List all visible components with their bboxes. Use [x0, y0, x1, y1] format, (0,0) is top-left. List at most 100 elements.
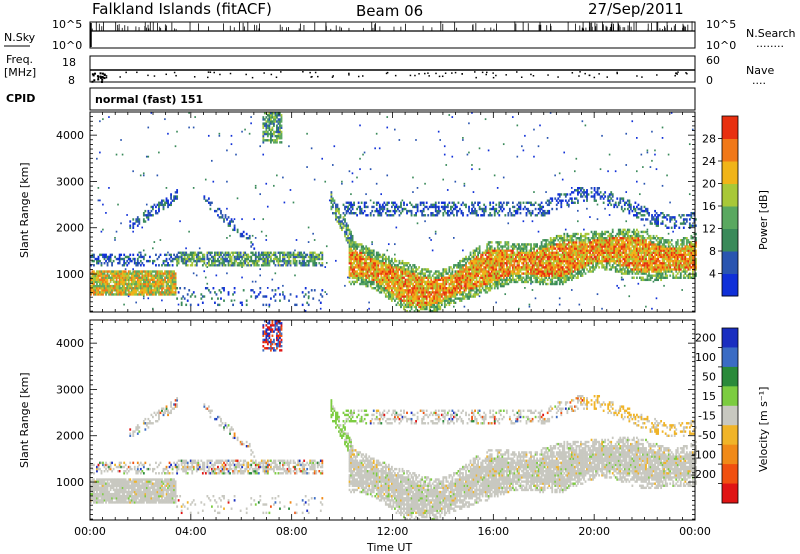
power-cell — [502, 266, 505, 269]
power-cell — [168, 284, 171, 288]
power-cell — [94, 287, 97, 290]
power-cell — [377, 268, 380, 271]
power-cell — [298, 259, 301, 263]
power-cell — [498, 278, 501, 282]
power-cell — [127, 280, 130, 284]
power-cell — [499, 201, 502, 204]
power-cell — [307, 264, 310, 267]
power-cell — [525, 245, 528, 248]
power-cell — [498, 257, 501, 261]
power-cell — [375, 262, 378, 265]
power-cell — [477, 266, 480, 269]
nave-point — [153, 75, 156, 77]
power-cell — [295, 262, 298, 265]
power-cell — [118, 278, 121, 282]
power-cell — [145, 284, 148, 288]
power-cell — [540, 268, 543, 271]
power-cell — [471, 295, 473, 298]
power-cell — [511, 266, 514, 269]
power-cell — [436, 301, 439, 304]
power-cell — [282, 257, 284, 261]
power-cell — [242, 251, 245, 254]
power-cell — [443, 293, 446, 296]
power-cell — [542, 278, 545, 282]
power-cell — [127, 289, 130, 292]
power-cell — [158, 276, 160, 279]
power-cell — [530, 203, 532, 207]
power-cell — [492, 201, 495, 204]
power-cell — [138, 278, 141, 282]
power-cell — [446, 299, 449, 302]
power-cell — [418, 299, 421, 302]
power-cell — [400, 266, 402, 269]
power-cell — [522, 201, 525, 204]
power-cell — [138, 282, 141, 286]
power-cell — [478, 205, 481, 209]
power-cell — [195, 259, 198, 263]
power-cell — [135, 282, 138, 286]
power-cell — [201, 257, 204, 261]
power-cell — [277, 259, 280, 263]
power-cell — [443, 287, 446, 290]
power-cell — [105, 276, 107, 279]
power-cell — [493, 278, 496, 282]
power-cell — [462, 272, 464, 275]
power-cell — [353, 255, 355, 259]
power-cell — [507, 257, 510, 261]
power-cell — [348, 201, 351, 204]
power-cell — [430, 276, 433, 279]
power-cell — [250, 245, 253, 248]
power-cell — [350, 243, 352, 246]
power-cell — [430, 291, 433, 294]
power-cell — [436, 284, 439, 288]
power-cell — [480, 291, 483, 294]
power-cell — [492, 264, 495, 267]
power-cell — [135, 272, 138, 275]
power-cell — [398, 266, 401, 269]
power-cell — [108, 187, 110, 189]
power-cell — [152, 280, 154, 284]
power-cell — [474, 274, 476, 277]
power-cell — [502, 255, 505, 259]
power-cell — [124, 282, 127, 286]
power-cell — [266, 253, 269, 257]
power-cell — [156, 291, 159, 294]
power-cell — [392, 282, 395, 286]
power-cell — [162, 205, 165, 209]
power-cell — [465, 274, 467, 277]
power-cell — [533, 245, 535, 248]
power-cell — [519, 255, 522, 259]
power-cell — [505, 270, 508, 273]
power-cell — [499, 278, 502, 282]
power-cell — [135, 262, 138, 265]
power-cell — [167, 289, 169, 292]
power-cell — [106, 255, 109, 259]
power-cell — [528, 243, 531, 246]
power-cell — [263, 262, 266, 265]
power-cell — [279, 255, 281, 259]
power-cell — [398, 291, 401, 294]
power-cell — [401, 282, 404, 286]
power-cell — [433, 278, 436, 282]
power-cell — [418, 291, 421, 294]
power-cell — [510, 251, 513, 254]
power-cell — [182, 251, 185, 254]
power-cell — [416, 268, 419, 271]
power-cell — [170, 287, 172, 290]
power-cell — [475, 280, 478, 284]
power-cell — [412, 276, 414, 279]
power-cell — [129, 270, 132, 273]
power-cell — [111, 270, 113, 273]
power-cell — [380, 259, 383, 263]
power-cell — [498, 241, 501, 244]
power-cell — [394, 266, 396, 269]
power-cell — [265, 120, 268, 123]
power-cell — [468, 280, 470, 284]
power-cell — [159, 291, 162, 294]
power-cell — [344, 218, 346, 221]
power-cell — [456, 264, 458, 267]
power-cell — [353, 262, 355, 265]
power-cell — [409, 280, 411, 284]
power-cell — [182, 253, 185, 257]
power-cell — [440, 295, 443, 298]
